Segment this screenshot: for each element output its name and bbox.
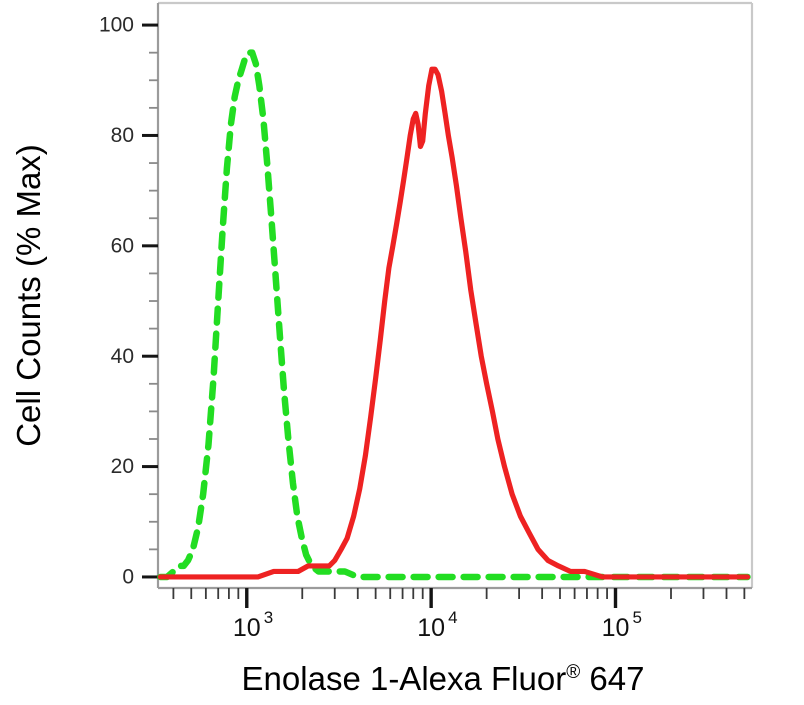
x-tick-label-exponent: 5 — [633, 608, 642, 627]
x-title-main: Enolase 1-Alexa Fluor — [242, 660, 567, 697]
y-tick-label: 20 — [111, 455, 134, 478]
y-tick-label: 0 — [122, 566, 134, 589]
y-tick-label: 80 — [111, 124, 134, 147]
y-axis-tick-labels: 0 20 40 60 80 100 — [99, 14, 134, 589]
x-tick-label: 10 — [233, 614, 261, 642]
x-tick-label-exponent: 3 — [264, 608, 273, 627]
x-tick-label: 10 — [602, 614, 630, 642]
y-tick-label: 40 — [111, 345, 134, 368]
x-tick-label: 10 — [417, 614, 445, 642]
y-tick-label: 100 — [99, 14, 134, 37]
series-enolase-1-stained — [157, 66, 751, 580]
x-title-registered-mark: ® — [566, 662, 580, 683]
x-title-tail: 647 — [580, 660, 644, 697]
x-axis-tick-labels: 10 3 10 4 10 5 — [233, 608, 642, 642]
x-tick-label-exponent: 4 — [448, 608, 457, 627]
y-axis-ticks — [142, 23, 158, 579]
data-series-group — [157, 49, 751, 581]
x-axis-ticks — [172, 588, 746, 608]
y-tick-label: 60 — [111, 234, 134, 257]
plot-frame — [156, 1, 754, 590]
y-axis-title: Cell Counts (% Max) — [10, 144, 47, 447]
x-axis-title: Enolase 1-Alexa Fluor® 647 — [242, 660, 645, 697]
series-isotype-control — [157, 49, 751, 581]
